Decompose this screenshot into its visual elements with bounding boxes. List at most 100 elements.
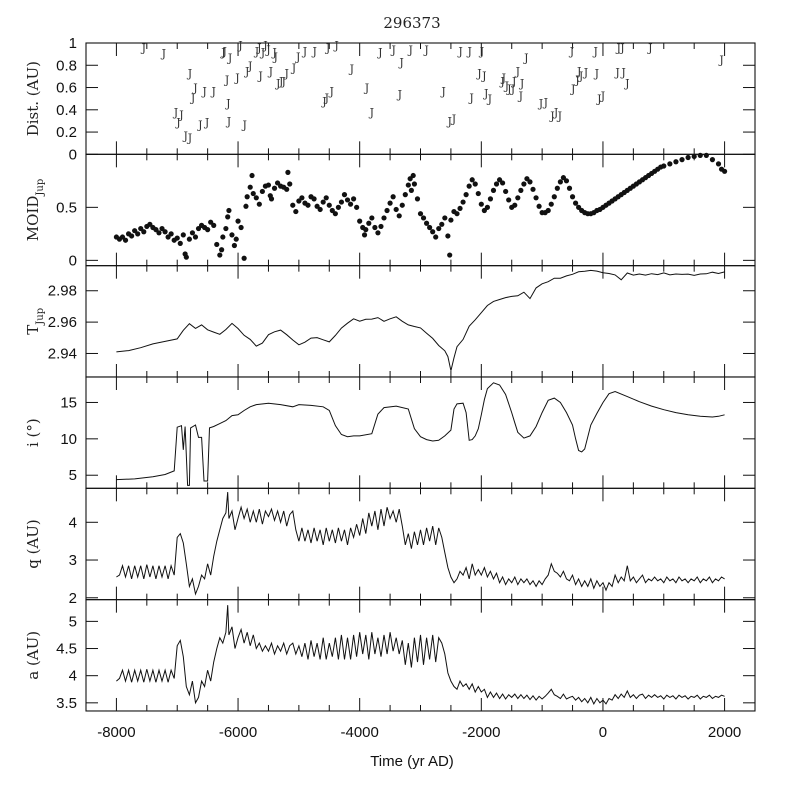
tjup-ytick-label: 2.96 (48, 314, 77, 331)
dist-point: J (600, 89, 605, 102)
dist-point: J (221, 45, 226, 58)
moid-point (414, 196, 421, 202)
moid-point (399, 202, 405, 208)
moid-point (293, 208, 299, 215)
moid-point (141, 229, 147, 235)
moid-point (363, 227, 369, 233)
dist-point: J (446, 115, 451, 128)
panel-a: 3.5 4 4.5 5 a (AU) (24, 599, 756, 712)
moid-point (189, 230, 196, 236)
dist-point: J (333, 39, 338, 52)
dist-point: J (457, 45, 462, 58)
moid-point (490, 187, 497, 193)
moid-point (338, 199, 345, 205)
moid-point (326, 202, 332, 208)
dist-point: J (440, 85, 445, 98)
moid-point (709, 157, 716, 163)
moid-point (361, 232, 368, 238)
moid-point (180, 232, 186, 238)
dist-point: J (220, 46, 225, 59)
moid-point (402, 192, 408, 198)
moid-point (484, 204, 490, 210)
moid-point (420, 215, 427, 221)
moid-point (341, 192, 348, 198)
a-ytick-label: 4 (69, 668, 77, 685)
a-ylabel-text: a (AU) (24, 631, 42, 680)
dist-point: J (260, 46, 265, 59)
dist-point: J (576, 65, 581, 78)
dist-point: J (242, 118, 247, 131)
moid-point (156, 230, 162, 236)
moid-point (265, 182, 272, 188)
moid-point (256, 201, 262, 207)
dist-point: J (254, 45, 259, 58)
moid-point (512, 202, 518, 208)
dist-point: J (501, 72, 506, 85)
dist-point: J (481, 69, 486, 82)
moid-point (129, 233, 135, 239)
dist-point: J (504, 79, 509, 92)
dist-point: J (256, 41, 261, 54)
moid-point (436, 225, 442, 232)
dist-point: J (291, 61, 296, 74)
moid-point (231, 242, 237, 249)
dist-point: J (187, 67, 192, 80)
dist-point: J (369, 106, 374, 119)
moid-point (186, 236, 192, 242)
incl-ylabel: i (°) (24, 418, 42, 447)
moid-point (381, 215, 387, 221)
dist-point: J (192, 82, 197, 95)
moid-point (259, 188, 265, 195)
moid-point (354, 204, 360, 210)
x-tick-label: -4000 (340, 724, 378, 741)
dist-point: J (161, 47, 166, 60)
tjup-ylabel: TJup (24, 308, 46, 335)
moid-point (122, 237, 129, 243)
moid-point (430, 229, 436, 235)
moid-point (396, 213, 402, 219)
moid-point (211, 222, 217, 228)
moid-point (475, 190, 481, 197)
incl-ytick-label: 10 (60, 431, 77, 448)
moid-point (417, 211, 424, 217)
moid-point (243, 203, 249, 209)
moid-point (323, 195, 329, 201)
dist-point: J (483, 87, 488, 100)
dist-point: J (569, 45, 574, 58)
dist-point: J (211, 85, 216, 98)
moid-point (463, 192, 469, 198)
x-axis: -8000 -6000 -4000 -2000 0 2000 (97, 724, 741, 741)
moid-point (563, 178, 570, 184)
incl-ytick-label: 5 (69, 467, 77, 484)
dist-point: J (295, 50, 300, 63)
x-tick-label: -2000 (462, 724, 500, 741)
dist-point: J (265, 44, 270, 57)
incl-ylabel-text: i (°) (24, 418, 42, 447)
dist-point: J (619, 41, 624, 54)
moid-point (715, 161, 722, 167)
dist-point: J (328, 85, 333, 98)
moid-point (241, 255, 247, 261)
moid-point (569, 194, 576, 200)
dist-point: J (237, 39, 242, 52)
moid-point (357, 218, 363, 224)
moid-point (515, 195, 521, 201)
dist-point: J (549, 109, 554, 122)
moid-point (238, 224, 244, 231)
dist-ytick-label: 0 (69, 146, 77, 163)
dist-point: J (321, 95, 326, 108)
q-ytick-label: 3 (69, 552, 77, 569)
moid-point (192, 234, 199, 240)
moid-point (384, 207, 390, 214)
moid-ylabel: MOIDJup (24, 179, 46, 241)
dist-point: J (451, 113, 456, 126)
incl-ytick-label: 15 (60, 394, 77, 411)
moid-point (433, 234, 439, 240)
moid-point (530, 186, 536, 192)
dist-point: J (268, 65, 273, 78)
moid-ytick-label: 0.5 (56, 199, 77, 216)
moid-point (697, 152, 703, 158)
dist-ylabel-text: Dist. (AU) (24, 61, 42, 136)
moid-point (445, 233, 451, 239)
